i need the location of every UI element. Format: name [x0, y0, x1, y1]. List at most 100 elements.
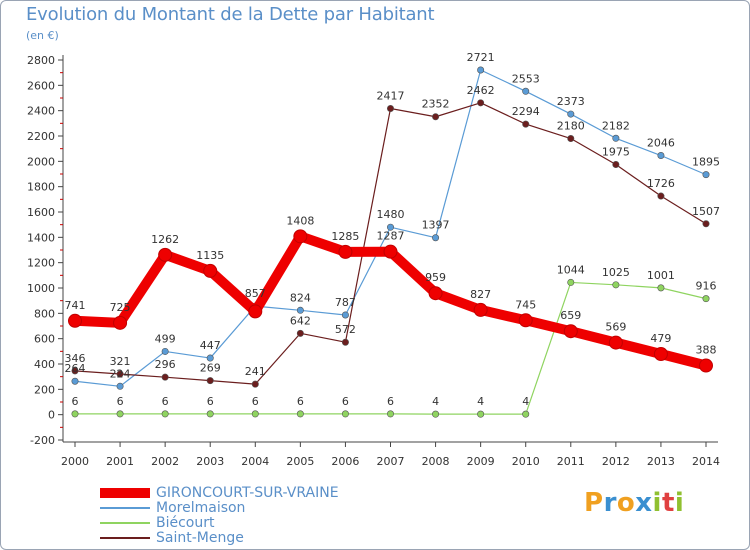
data-label: 2046 — [647, 137, 675, 150]
data-point-1 — [296, 306, 304, 314]
data-point-2 — [251, 410, 259, 418]
logo-letter: x — [635, 488, 653, 518]
y-tick-label: -200 — [30, 434, 55, 447]
data-point-0 — [338, 244, 353, 259]
data-point-3 — [251, 380, 259, 388]
y-tick-label: 1800 — [27, 181, 55, 194]
x-tick-label: 2006 — [331, 455, 359, 468]
x-tick-label: 2001 — [106, 455, 134, 468]
data-point-0 — [68, 313, 82, 328]
y-tick-label: 800 — [34, 307, 55, 320]
y-tick-label: 0 — [48, 409, 55, 422]
proxiti-logo: Proxiti — [584, 488, 684, 518]
legend-label: GIRONCOURT-SUR-VRAINE — [156, 485, 339, 501]
data-point-2 — [386, 410, 394, 418]
x-tick-label: 2009 — [467, 455, 495, 468]
data-point-3 — [702, 220, 710, 228]
data-label: 6 — [387, 395, 394, 408]
logo-letter: r — [603, 488, 617, 518]
data-label: 499 — [155, 332, 176, 345]
data-label: 916 — [696, 280, 717, 293]
data-label: 642 — [290, 314, 311, 327]
data-point-0 — [428, 286, 443, 301]
data-point-2 — [522, 410, 530, 418]
data-label: 1135 — [196, 249, 224, 262]
data-point-3 — [657, 192, 665, 200]
y-tick-label: 2800 — [27, 54, 55, 67]
data-label: 4 — [477, 395, 484, 408]
data-point-1 — [206, 354, 214, 362]
y-tick-label: 1200 — [27, 257, 55, 270]
data-label: 1975 — [602, 146, 630, 159]
data-label: 6 — [297, 395, 304, 408]
data-point-3 — [341, 338, 349, 346]
data-point-1 — [116, 382, 124, 390]
data-point-2 — [612, 281, 620, 289]
data-point-3 — [567, 135, 575, 143]
y-tick-label: 2200 — [27, 130, 55, 143]
data-point-2 — [432, 410, 440, 418]
data-point-3 — [161, 373, 169, 381]
data-point-1 — [477, 66, 485, 74]
y-tick-label: 1400 — [27, 231, 55, 244]
data-point-3 — [71, 367, 79, 375]
data-point-1 — [386, 223, 394, 231]
x-tick-label: 2013 — [647, 455, 675, 468]
data-point-3 — [522, 120, 530, 128]
logo-letter: i — [674, 488, 685, 518]
data-point-0 — [473, 302, 488, 317]
data-label: 1287 — [377, 230, 405, 243]
data-label: 2553 — [512, 72, 540, 85]
data-label: 659 — [560, 309, 581, 322]
x-tick-label: 2007 — [377, 455, 405, 468]
data-point-0 — [653, 346, 668, 361]
chart-unit: (en €) — [26, 29, 59, 42]
data-label: 725 — [110, 301, 131, 314]
y-tick-label: 200 — [34, 383, 55, 396]
data-label: 388 — [696, 344, 717, 357]
data-label: 6 — [207, 395, 214, 408]
x-tick-label: 2014 — [692, 455, 720, 468]
data-point-1 — [432, 234, 440, 242]
x-tick-label: 2004 — [241, 455, 269, 468]
data-point-1 — [71, 377, 79, 385]
data-point-3 — [116, 370, 124, 378]
data-label: 857 — [245, 287, 266, 300]
data-label: 2182 — [602, 119, 630, 132]
data-label: 224 — [110, 367, 131, 380]
chart-title: Evolution du Montant de la Dette par Hab… — [26, 4, 435, 25]
data-label: 1507 — [692, 205, 720, 218]
data-label: 824 — [290, 291, 311, 304]
data-label: 1262 — [151, 233, 179, 246]
data-label: 572 — [335, 323, 356, 336]
data-point-0 — [158, 247, 173, 262]
y-tick-label: 2400 — [27, 105, 55, 118]
data-label: 269 — [200, 362, 221, 375]
data-point-0 — [203, 263, 218, 278]
legend-swatch — [100, 488, 150, 498]
data-label: 6 — [252, 395, 259, 408]
data-point-2 — [296, 410, 304, 418]
x-tick-label: 2003 — [196, 455, 224, 468]
data-label: 1044 — [557, 263, 585, 276]
data-label: 296 — [155, 358, 176, 371]
data-label: 2294 — [512, 105, 540, 118]
data-label: 1408 — [286, 214, 314, 227]
data-point-2 — [477, 410, 485, 418]
data-label: 569 — [605, 321, 626, 334]
data-point-0 — [608, 335, 623, 350]
data-label: 1480 — [377, 208, 405, 221]
data-point-1 — [702, 171, 710, 179]
data-label: 827 — [470, 288, 491, 301]
data-point-1 — [567, 110, 575, 118]
data-point-3 — [432, 113, 440, 121]
logo-letter: t — [661, 488, 675, 518]
data-label: 6 — [162, 395, 169, 408]
data-point-1 — [341, 311, 349, 319]
data-label: 1025 — [602, 266, 630, 279]
data-label: 6 — [117, 395, 124, 408]
data-point-3 — [477, 99, 485, 107]
x-tick-label: 2012 — [602, 455, 630, 468]
data-label: 1285 — [331, 230, 359, 243]
data-point-2 — [567, 278, 575, 286]
